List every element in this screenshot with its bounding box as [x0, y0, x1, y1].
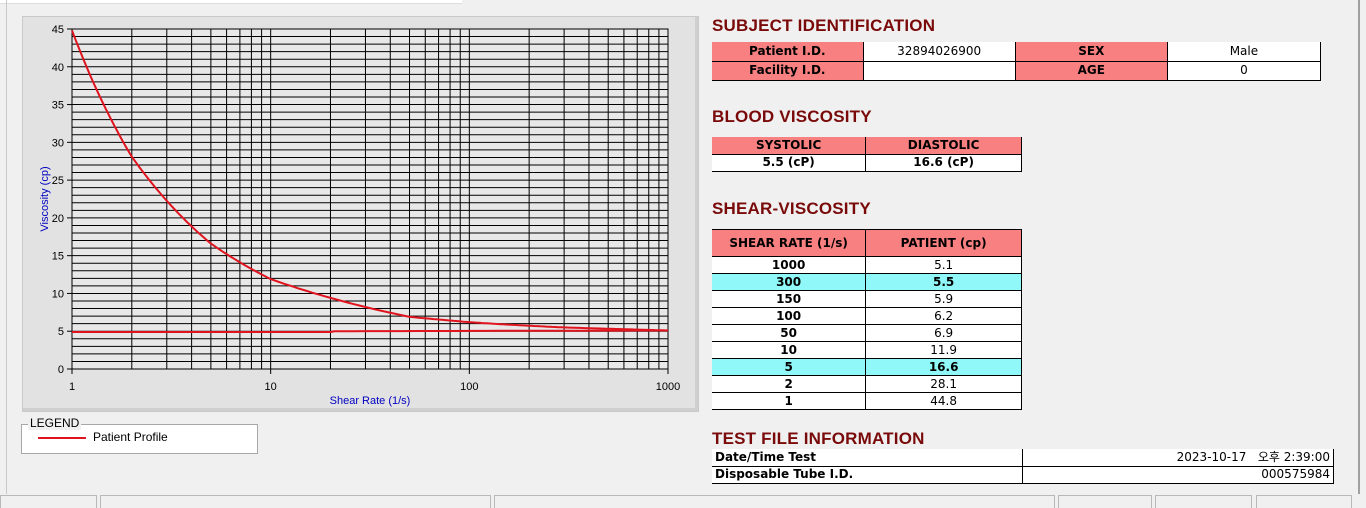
- diastolic-label: DIASTOLIC: [865, 137, 1022, 155]
- patient-value-cell: 5.5: [865, 273, 1022, 291]
- x-tick-label: 10: [265, 381, 277, 393]
- patient-id-value: 32894026900: [863, 42, 1016, 62]
- shear-row: 1 44.8: [712, 392, 1022, 410]
- shear-heading: SHEAR-VISCOSITY: [712, 199, 871, 218]
- shear-rate-cell: 1: [712, 392, 867, 410]
- status-panel-5: [1155, 495, 1252, 508]
- patient-value-cell: 16.6: [865, 358, 1022, 376]
- diastolic-value: 16.6 (cP): [865, 154, 1022, 172]
- shear-rate-cell: 10: [712, 341, 867, 359]
- shear-rate-cell: 2: [712, 375, 867, 393]
- datetime-label: Date/Time Test: [712, 449, 1024, 467]
- shear-rate-cell: 5: [712, 358, 867, 376]
- shear-rate-cell: 150: [712, 290, 867, 308]
- shear-rate-cell: 300: [712, 273, 867, 291]
- shear-row: 50 6.9: [712, 324, 1022, 342]
- shear-row: 1000 5.1: [712, 256, 1022, 274]
- patient-value-cell: 5.9: [865, 290, 1022, 308]
- patient-value-cell: 11.9: [865, 341, 1022, 359]
- y-tick-label: 15: [52, 251, 64, 263]
- x-tick-label: 100: [460, 381, 478, 393]
- systolic-label: SYSTOLIC: [712, 137, 867, 155]
- shear-row: 100 6.2: [712, 307, 1022, 325]
- legend-label: Patient Profile: [93, 430, 168, 444]
- shear-row: 150 5.9: [712, 290, 1022, 308]
- x-axis-label: Shear Rate (1/s): [330, 395, 411, 407]
- viscosity-chart: 0 5 10 15 20 25 30 35 40 45 1 10 100 1000 Shear Rate (…: [39, 24, 680, 407]
- y-tick-label: 25: [52, 175, 64, 187]
- y-tick-label: 0: [58, 364, 64, 376]
- shear-row: 300 5.5: [712, 273, 1022, 291]
- blood-heading: BLOOD VISCOSITY: [712, 107, 872, 126]
- tube-id-value: 000575984: [1022, 466, 1334, 484]
- legend-title: LEGEND: [28, 416, 82, 430]
- patient-value-cell: 5.1: [865, 256, 1022, 274]
- tube-id-label: Disposable Tube I.D.: [712, 466, 1024, 484]
- baseline-line: [72, 329, 669, 333]
- systolic-value: 5.5 (cP): [712, 154, 867, 172]
- patient-profile-line: [71, 30, 669, 332]
- shear-row: 2 28.1: [712, 375, 1022, 393]
- status-panel-1: [0, 495, 97, 508]
- status-panel-4: [1058, 495, 1152, 508]
- left-border: [0, 0, 7, 494]
- y-tick-label: 40: [52, 62, 64, 74]
- shear-row: 10 11.9: [712, 341, 1022, 359]
- patient-value-cell: 6.2: [865, 307, 1022, 325]
- status-panel-3: [494, 495, 1055, 508]
- x-tick-label: 1: [69, 381, 75, 393]
- shear-viscosity-table: SHEAR RATE (1/s) PATIENT (cp) 1000 5.1 300…: [712, 229, 1022, 410]
- patient-value-cell: 44.8: [865, 392, 1022, 410]
- testfile-heading: TEST FILE INFORMATION: [712, 429, 925, 448]
- patient-value-cell: 6.9: [865, 324, 1022, 342]
- patient-id-label: Patient I.D.: [712, 42, 864, 62]
- y-tick-label: 45: [52, 24, 64, 36]
- subject-heading: SUBJECT IDENTIFICATION: [712, 16, 936, 35]
- y-tick-label: 30: [52, 137, 64, 149]
- age-value: 0: [1167, 61, 1322, 81]
- y-tick-label: 20: [52, 213, 64, 225]
- shear-rate-cell: 1000: [712, 256, 867, 274]
- shear-rate-cell: 100: [712, 307, 867, 325]
- subject-table: Patient I.D. 32894026900 SEX Male Facili…: [712, 42, 1322, 81]
- status-panel-6: [1256, 495, 1352, 508]
- plot-area: [71, 28, 669, 370]
- y-tick-label: 35: [52, 100, 64, 112]
- age-label: AGE: [1015, 61, 1168, 81]
- top-panel: [0, 0, 462, 4]
- shear-rate-cell: 50: [712, 324, 867, 342]
- status-panel-2: [100, 495, 491, 508]
- shear-row: 5 16.6: [712, 358, 1022, 376]
- x-tick-label: 1000: [656, 381, 680, 393]
- shear-rate-header: SHEAR RATE (1/s): [712, 229, 867, 257]
- testfile-table: Date/Time Test 2023-10-17 오후 2:39:00 Dis…: [712, 449, 1334, 484]
- y-axis-label: Viscosity (cp): [39, 166, 51, 231]
- blood-viscosity-table: SYSTOLIC DIASTOLIC 5.5 (cP) 16.6 (cP): [712, 137, 1022, 172]
- facility-id-label: Facility I.D.: [712, 61, 864, 81]
- y-tick-label: 5: [58, 326, 64, 338]
- facility-id-value: [863, 61, 1016, 81]
- sex-value: Male: [1167, 42, 1322, 62]
- patient-value-cell: 28.1: [865, 375, 1022, 393]
- legend-swatch: [38, 437, 86, 439]
- y-tick-label: 10: [52, 288, 64, 300]
- patient-header: PATIENT (cp): [865, 229, 1022, 257]
- sex-label: SEX: [1015, 42, 1168, 62]
- scrollbar[interactable]: [1358, 0, 1366, 494]
- datetime-value: 2023-10-17 오후 2:39:00: [1022, 449, 1334, 467]
